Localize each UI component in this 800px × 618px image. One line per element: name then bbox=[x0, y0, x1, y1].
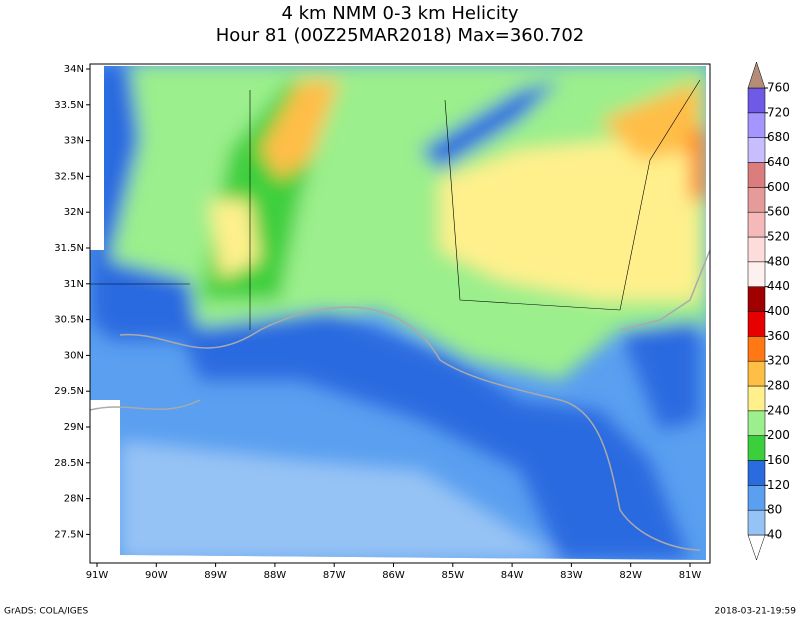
colorbar-segment bbox=[747, 435, 766, 461]
colorbar-label: 400 bbox=[767, 304, 790, 318]
lat-label: 33.5N bbox=[54, 100, 84, 111]
lon-label: 88W bbox=[264, 570, 287, 581]
colorbar-segment bbox=[747, 286, 766, 312]
colorbar-segment bbox=[747, 87, 766, 114]
colorbar-segment bbox=[747, 385, 766, 412]
colorbar-label: 40 bbox=[767, 528, 782, 542]
lat-label: 29N bbox=[64, 422, 84, 433]
lat-label: 33N bbox=[64, 136, 84, 147]
lon-label: 87W bbox=[323, 570, 346, 581]
colorbar-segment bbox=[747, 112, 766, 138]
colorbar-label: 280 bbox=[767, 379, 790, 393]
colorbar-label: 680 bbox=[767, 130, 790, 144]
colorbar-segment bbox=[747, 261, 766, 287]
axes: 91W 90W 89W 88W 87W 86W 85W 84W 83W 82W 81W 34N 33.5… bbox=[54, 64, 701, 581]
colorbar-segment bbox=[747, 211, 766, 238]
lat-label: 31N bbox=[64, 279, 84, 290]
colorbar-segment bbox=[747, 162, 766, 188]
colorbar-label: 600 bbox=[767, 180, 790, 194]
lat-label: 32N bbox=[64, 207, 84, 218]
colorbar-label: 320 bbox=[767, 354, 790, 368]
colorbar-segment bbox=[747, 534, 766, 561]
lat-label: 27.5N bbox=[54, 529, 84, 540]
colorbar-label: 200 bbox=[767, 428, 790, 442]
colorbar-label: 520 bbox=[767, 230, 790, 244]
colorbar-segment bbox=[747, 485, 766, 511]
lon-label: 90W bbox=[145, 570, 168, 581]
lat-label: 28.5N bbox=[54, 458, 84, 469]
lon-label: 81W bbox=[679, 570, 702, 581]
boundaries bbox=[90, 79, 701, 330]
lon-label: 84W bbox=[501, 570, 524, 581]
colorbar-label: 560 bbox=[767, 205, 790, 219]
colorbar-label: 360 bbox=[767, 329, 790, 343]
lon-label: 91W bbox=[86, 570, 109, 581]
map-frame bbox=[89, 63, 711, 564]
colorbar-segment bbox=[747, 460, 766, 486]
colorbar-segment bbox=[747, 509, 766, 536]
footer-left: GrADS: COLA/IGES bbox=[4, 607, 88, 617]
colorbar-segment bbox=[747, 187, 766, 213]
colorbar-segment bbox=[747, 311, 766, 337]
colorbar-segment bbox=[747, 360, 766, 387]
colorbar-label: 160 bbox=[767, 453, 790, 467]
title: 4 km NMM 0-3 km Helicity bbox=[281, 3, 518, 24]
subtitle: Hour 81 (00Z25MAR2018) Max=360.702 bbox=[216, 25, 585, 46]
lat-label: 30N bbox=[64, 350, 84, 361]
footer-right: 2018-03-21-19:59 bbox=[715, 607, 797, 617]
colorbar-label: 760 bbox=[767, 81, 790, 95]
lat-label: 32.5N bbox=[54, 171, 84, 182]
colorbar-label: 480 bbox=[767, 254, 790, 268]
colorbar-segment bbox=[747, 236, 766, 263]
colorbar: 40 80 120 160 200 240 280 320 360 400 440 480 520 560… bbox=[747, 61, 790, 561]
colorbar-segment bbox=[747, 137, 766, 163]
lon-label: 83W bbox=[560, 570, 583, 581]
lon-label: 86W bbox=[382, 570, 405, 581]
lat-label: 30.5N bbox=[54, 315, 84, 326]
colorbar-segment bbox=[747, 336, 766, 362]
colorbar-segment bbox=[747, 410, 766, 436]
lon-label: 89W bbox=[204, 570, 227, 581]
colorbar-label: 640 bbox=[767, 155, 790, 169]
colorbar-label: 240 bbox=[767, 403, 790, 417]
lon-label: 82W bbox=[619, 570, 642, 581]
lon-label: 85W bbox=[441, 570, 464, 581]
colorbar-segment bbox=[747, 61, 766, 89]
lat-label: 29.5N bbox=[54, 386, 84, 397]
lat-label: 34N bbox=[64, 64, 84, 75]
colorbar-label: 120 bbox=[767, 478, 790, 492]
colorbar-label: 440 bbox=[767, 279, 790, 293]
colorbar-label: 80 bbox=[767, 503, 782, 517]
coastlines bbox=[89, 249, 711, 551]
lat-label: 28N bbox=[64, 494, 84, 505]
lat-label: 31.5N bbox=[54, 243, 84, 254]
helicity-field bbox=[90, 66, 706, 560]
colorbar-label: 720 bbox=[767, 105, 790, 119]
